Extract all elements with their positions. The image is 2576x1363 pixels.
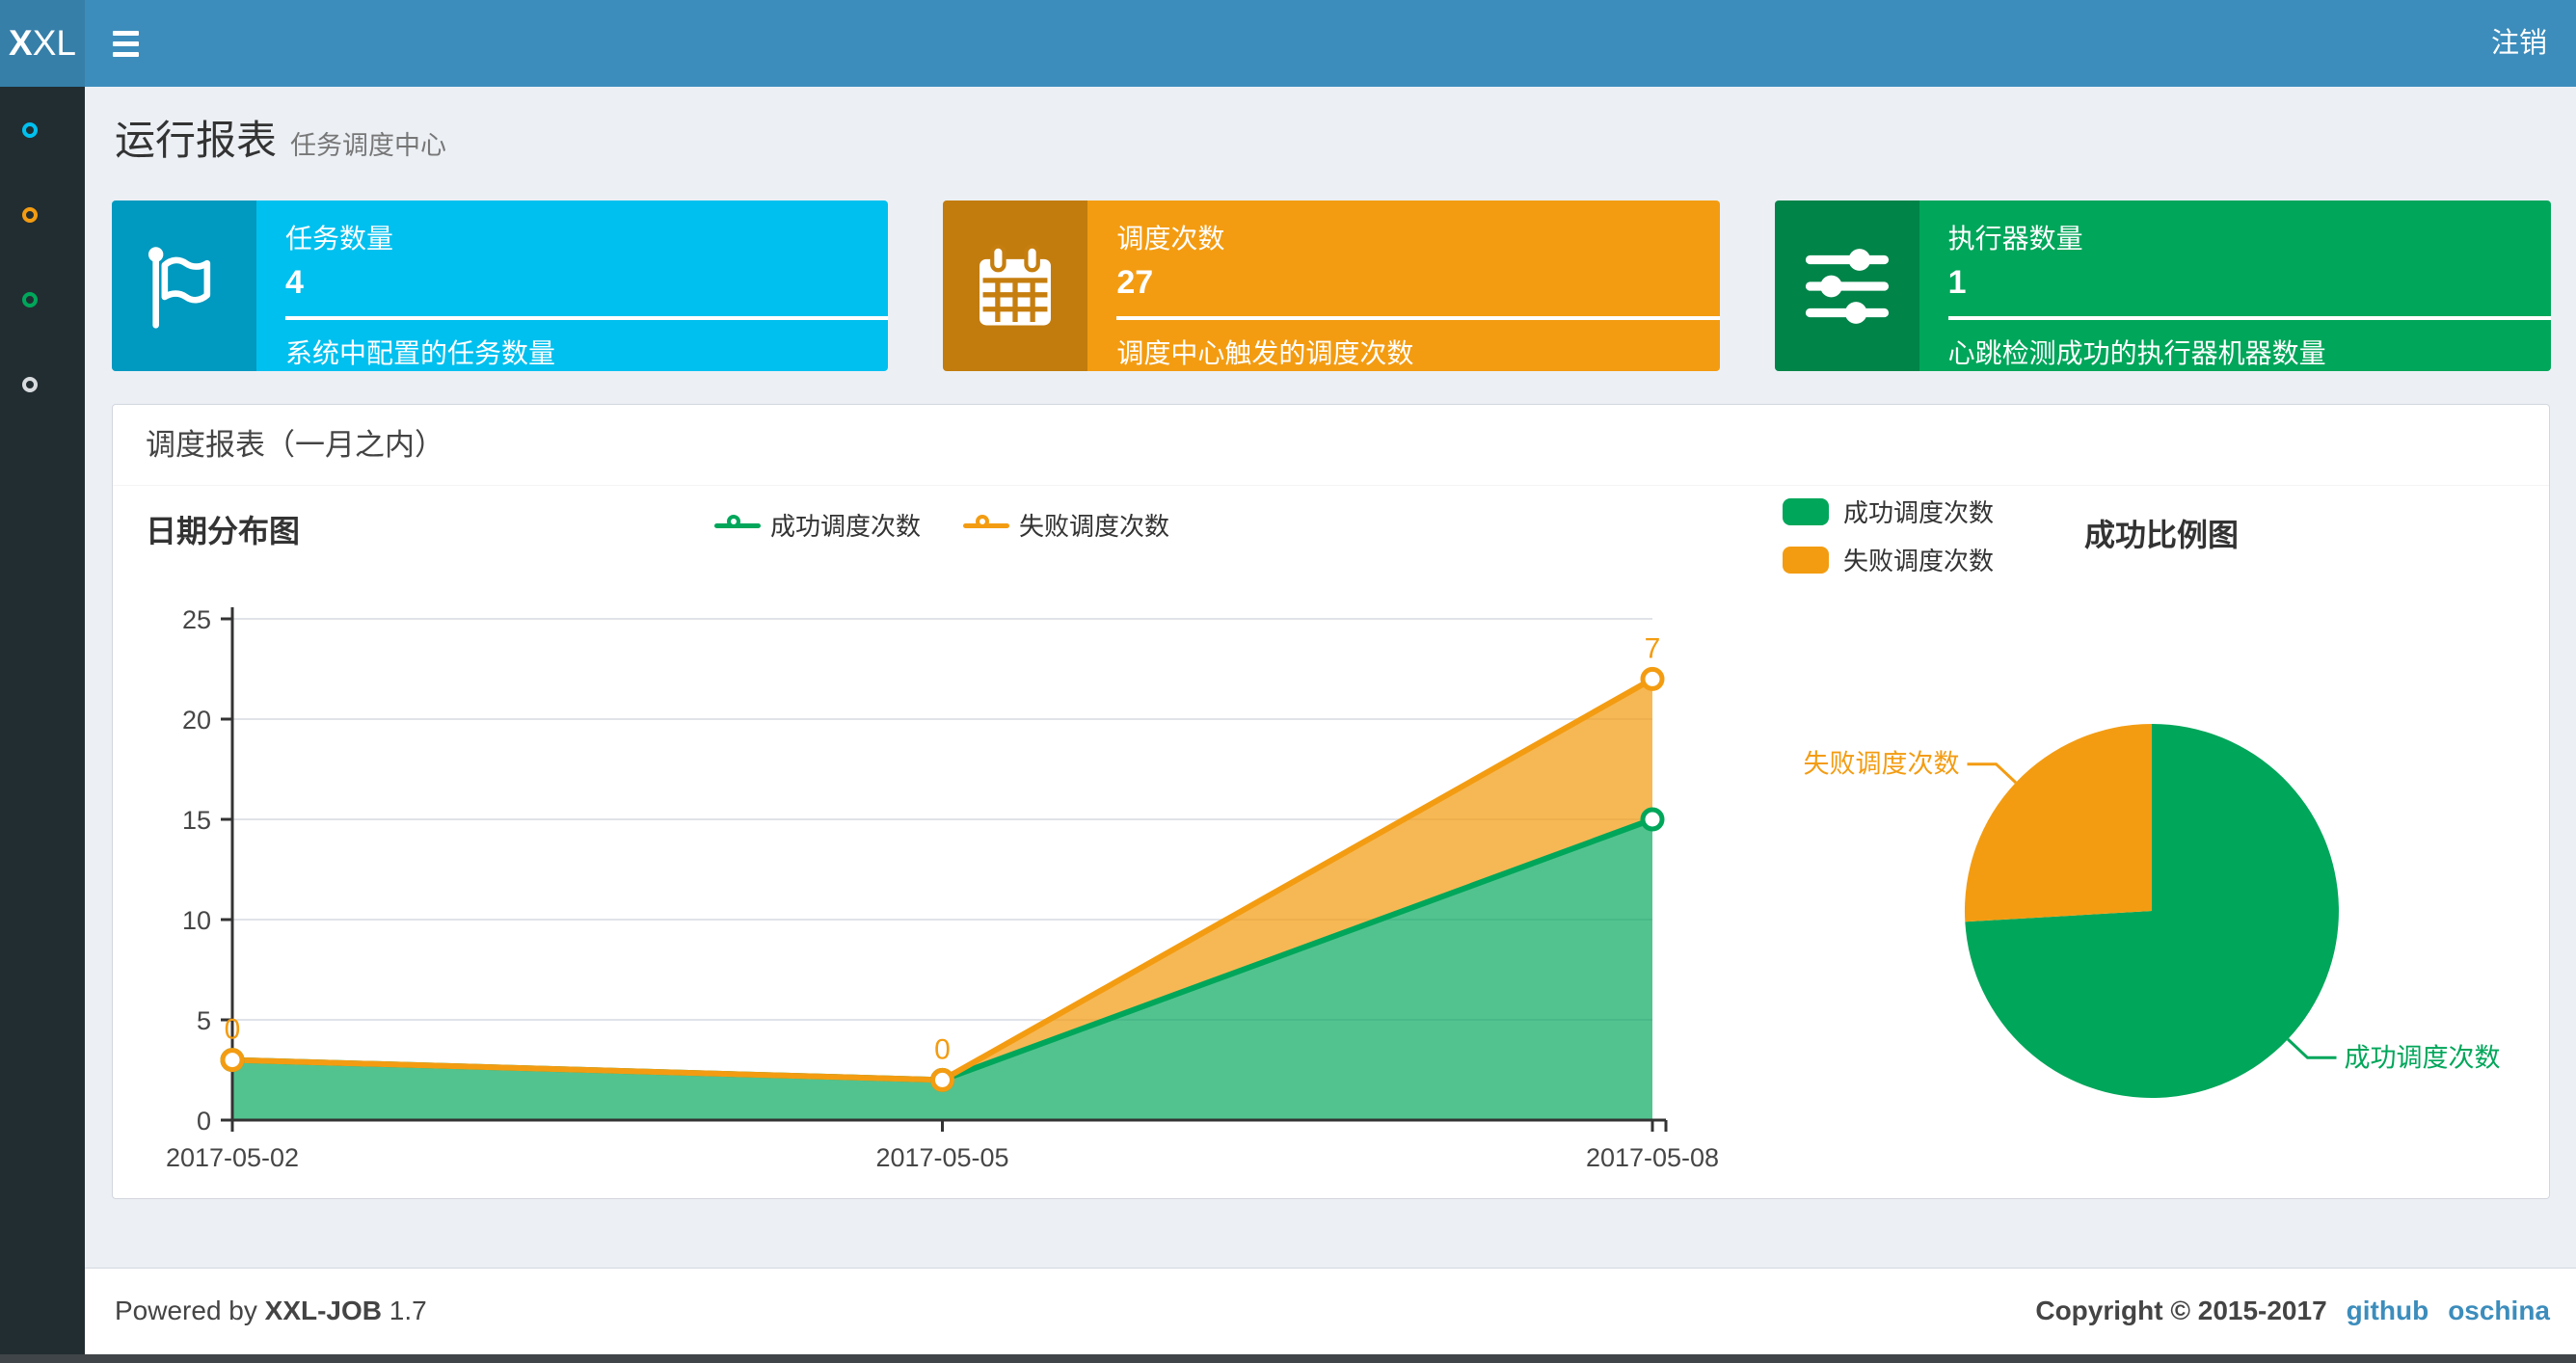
svg-text:20: 20 xyxy=(182,706,211,735)
line-legend-marker xyxy=(713,514,761,537)
legend-item-成功调度次数[interactable]: 成功调度次数 xyxy=(713,507,921,543)
sliders-icon xyxy=(1774,200,1919,371)
stat-box-value: 1 xyxy=(1947,264,1967,301)
svg-text:0: 0 xyxy=(225,1014,241,1046)
product-name: XXL-JOB xyxy=(264,1296,383,1325)
powered-by-text: Powered by xyxy=(115,1296,257,1325)
svg-text:2017-05-05: 2017-05-05 xyxy=(875,1143,1008,1172)
circle-o-icon xyxy=(22,122,38,138)
page-title-text: 运行报表 xyxy=(115,118,278,163)
stat-box-调度次数: 调度次数 27 调度中心触发的调度次数 xyxy=(943,200,1720,371)
top-navbar: XXL 注销 xyxy=(0,0,2576,87)
stat-box-description: 心跳检测成功的执行器机器数量 xyxy=(1947,338,2326,368)
calendar-icon xyxy=(943,200,1088,371)
panel-header: 调度报表（一月之内） xyxy=(113,405,2549,486)
footer-powered-by: Powered by XXL-JOB 1.7 xyxy=(115,1269,427,1353)
stat-box-description: 系统中配置的任务数量 xyxy=(285,338,556,368)
legend-item-成功调度次数[interactable]: 成功调度次数 xyxy=(1783,494,1994,529)
stat-box-divider xyxy=(1947,316,2551,320)
sidebar-item-executor[interactable] xyxy=(0,346,85,431)
stat-box-divider xyxy=(1116,316,1720,320)
pie-legend-marker xyxy=(1783,546,1829,574)
stat-box-value: 4 xyxy=(285,264,304,301)
svg-text:0: 0 xyxy=(934,1033,951,1065)
stat-box-title: 调度次数 xyxy=(1116,224,1225,254)
page-subtitle: 任务调度中心 xyxy=(290,131,447,160)
pie-chart-legend: 成功调度次数 失败调度次数 xyxy=(1783,494,1994,577)
copyright-text: Copyright © 2015-2017 xyxy=(2035,1296,2327,1325)
svg-text:5: 5 xyxy=(197,1006,211,1035)
svg-text:2017-05-08: 2017-05-08 xyxy=(1586,1143,1719,1172)
circle-o-icon xyxy=(22,292,38,307)
sidebar-item-job[interactable] xyxy=(0,176,85,261)
panel-title: 调度报表（一月之内） xyxy=(146,428,444,462)
pie-chart-title: 成功比例图 xyxy=(2083,518,2239,552)
sidebar-item-log[interactable] xyxy=(0,261,85,346)
footer: Powered by XXL-JOB 1.7 Copyright © 2015-… xyxy=(85,1268,2576,1354)
stat-box-title: 执行器数量 xyxy=(1947,224,2083,254)
svg-text:7: 7 xyxy=(1645,632,1661,664)
svg-text:15: 15 xyxy=(182,806,211,835)
sidebar xyxy=(0,87,85,1363)
pie-legend-marker xyxy=(1783,497,1829,525)
success-ratio-pie-chart: 成功调度次数 失败调度次数 xyxy=(1752,567,2551,1189)
stat-box-description: 调度中心触发的调度次数 xyxy=(1116,338,1414,368)
stat-boxes-row: 任务数量 4 系统中配置的任务数量 调度次数 27 调度中心触发的调度次数 执行器数量 1 心跳… xyxy=(112,200,2551,371)
footer-copyright: Copyright © 2015-2017 github oschina xyxy=(2035,1269,2550,1353)
page-title: 运行报表 任务调度中心 xyxy=(115,108,446,167)
stat-box-任务数量: 任务数量 4 系统中配置的任务数量 xyxy=(112,200,889,371)
svg-text:0: 0 xyxy=(197,1107,211,1136)
schedule-report-panel: 调度报表（一月之内） 日期分布图 成功调度次数 失败调度次数 成功调度次数 失败调度… xyxy=(112,404,2550,1199)
product-version: 1.7 xyxy=(389,1296,427,1325)
date-distribution-area-chart: 0 5 10 15 20 25 2017-05-02 2017-05-05 2017-05-08… xyxy=(132,567,1771,1189)
line-chart-title: 日期分布图 xyxy=(146,514,301,548)
svg-text:10: 10 xyxy=(182,906,211,935)
stat-box-divider xyxy=(285,316,889,320)
circle-o-icon xyxy=(22,207,38,223)
sidebar-item-report[interactable] xyxy=(0,92,85,176)
hamburger-icon xyxy=(113,31,139,36)
svg-text:25: 25 xyxy=(182,605,211,634)
bottom-strip xyxy=(0,1354,2576,1363)
sidebar-toggle-button[interactable] xyxy=(85,0,162,87)
line-chart-legend: 成功调度次数 失败调度次数 xyxy=(576,507,1308,543)
svg-text:成功调度次数: 成功调度次数 xyxy=(2345,1043,2501,1072)
legend-item-失败调度次数[interactable]: 失败调度次数 xyxy=(1783,542,1994,577)
stat-box-执行器数量: 执行器数量 1 心跳检测成功的执行器机器数量 xyxy=(1774,200,2551,371)
legend-item-失败调度次数[interactable]: 失败调度次数 xyxy=(963,507,1169,543)
stat-box-value: 27 xyxy=(1116,264,1154,301)
github-link[interactable]: github xyxy=(2346,1296,2429,1325)
app-logo[interactable]: XXL xyxy=(0,0,85,87)
svg-text:失败调度次数: 失败调度次数 xyxy=(1804,750,1960,779)
svg-text:2017-05-02: 2017-05-02 xyxy=(166,1143,299,1172)
line-legend-marker xyxy=(963,514,1009,537)
circle-o-icon xyxy=(22,377,38,392)
oschina-link[interactable]: oschina xyxy=(2448,1296,2550,1325)
flag-icon xyxy=(112,200,256,371)
logout-link[interactable]: 注销 xyxy=(2490,28,2547,59)
stat-box-title: 任务数量 xyxy=(285,224,394,254)
